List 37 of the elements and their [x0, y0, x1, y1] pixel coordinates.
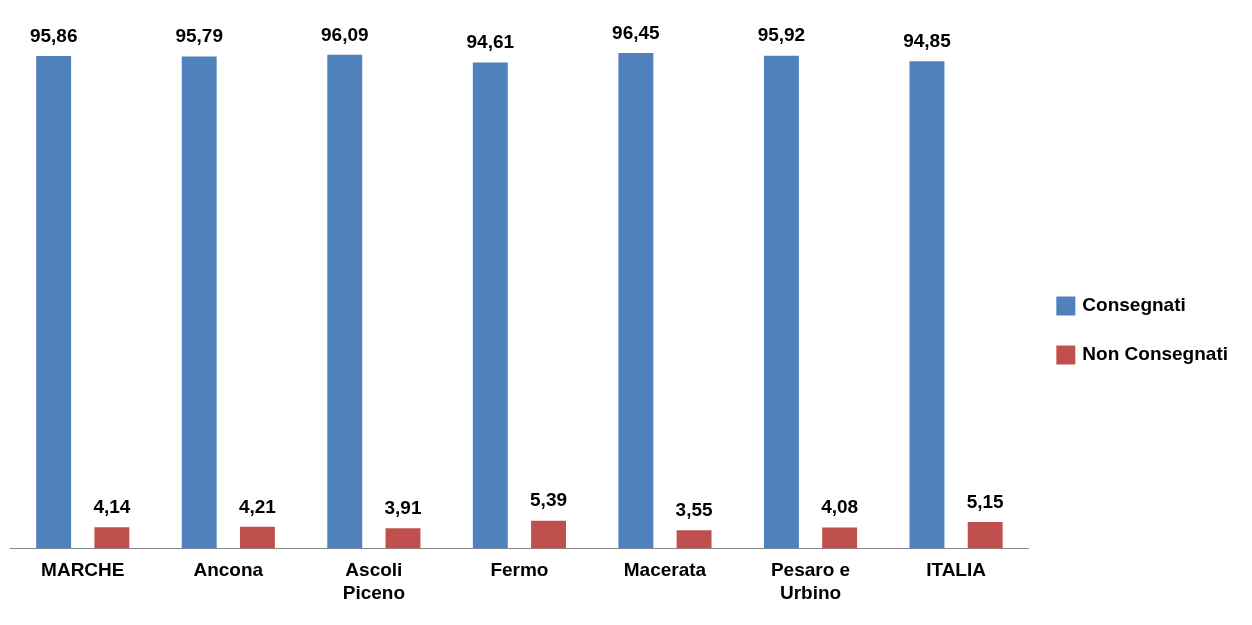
x-tick-label: MARCHE [41, 559, 125, 581]
bar [822, 527, 858, 549]
x-tick-label: Ancona [193, 559, 264, 581]
bar [676, 530, 712, 549]
x-tick-label: ITALIA [926, 559, 987, 581]
data-label: 96,45 [612, 21, 661, 43]
data-label: 5,15 [966, 490, 1005, 512]
bar [967, 521, 1003, 549]
x-tick-label: Ascoli Piceno [342, 559, 406, 603]
data-label: 96,09 [320, 23, 369, 45]
data-label: 3,55 [675, 498, 713, 520]
bar [909, 61, 945, 549]
data-label: 5,39 [530, 489, 568, 511]
x-tick-label: Fermo [490, 559, 549, 581]
legend-label: Non Consegnati [1082, 343, 1229, 365]
bar [531, 520, 566, 549]
data-label: 4,14 [93, 495, 131, 517]
bar [618, 53, 654, 549]
bar [385, 528, 421, 549]
data-label: 94,61 [466, 31, 515, 53]
data-label: 3,91 [384, 497, 422, 519]
x-tick-label: Macerata [623, 559, 707, 581]
bar [472, 62, 508, 549]
data-label: 95,92 [757, 24, 806, 46]
data-label: 4,21 [238, 495, 277, 517]
legend-label: Consegnati [1082, 294, 1186, 316]
data-label: 4,08 [821, 496, 859, 518]
bar [239, 526, 275, 549]
data-label: 95,86 [29, 24, 78, 46]
bar [94, 527, 130, 549]
data-label: 95,79 [175, 25, 223, 47]
x-tick-label: Pesaro e Urbino [770, 559, 851, 603]
bar [181, 56, 217, 549]
bar [36, 56, 72, 549]
data-label: 94,85 [903, 29, 952, 51]
bar [327, 54, 363, 549]
bar [763, 55, 799, 549]
